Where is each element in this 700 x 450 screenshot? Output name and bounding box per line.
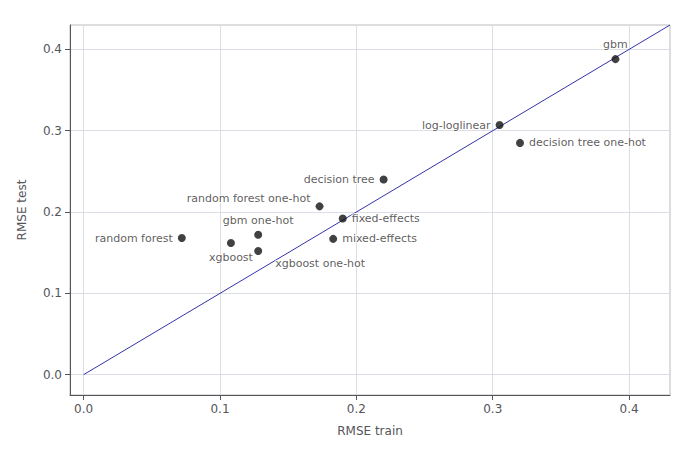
svg-text:xgboost: xgboost bbox=[209, 251, 254, 264]
svg-text:gbm: gbm bbox=[603, 38, 628, 51]
svg-text:0.0: 0.0 bbox=[74, 402, 93, 416]
svg-text:log-loglinear: log-loglinear bbox=[422, 119, 491, 132]
svg-text:0.1: 0.1 bbox=[43, 286, 62, 300]
svg-text:xgboost one-hot: xgboost one-hot bbox=[275, 257, 366, 270]
svg-text:fixed-effects: fixed-effects bbox=[352, 212, 420, 225]
svg-text:0.0: 0.0 bbox=[43, 368, 62, 382]
svg-text:RMSE test: RMSE test bbox=[15, 179, 29, 240]
svg-text:decision tree one-hot: decision tree one-hot bbox=[529, 136, 647, 149]
svg-text:0.4: 0.4 bbox=[43, 42, 62, 56]
svg-text:RMSE train: RMSE train bbox=[337, 424, 403, 438]
svg-text:0.4: 0.4 bbox=[620, 402, 639, 416]
svg-text:0.2: 0.2 bbox=[347, 402, 366, 416]
svg-text:random forest one-hot: random forest one-hot bbox=[187, 192, 311, 205]
svg-text:0.1: 0.1 bbox=[210, 402, 229, 416]
svg-text:0.3: 0.3 bbox=[43, 124, 62, 138]
svg-text:0.3: 0.3 bbox=[483, 402, 502, 416]
svg-text:mixed-effects: mixed-effects bbox=[342, 232, 417, 245]
svg-text:gbm one-hot: gbm one-hot bbox=[223, 214, 294, 227]
svg-text:0.2: 0.2 bbox=[43, 205, 62, 219]
svg-text:random forest: random forest bbox=[95, 232, 174, 245]
svg-text:decision tree: decision tree bbox=[304, 173, 375, 186]
